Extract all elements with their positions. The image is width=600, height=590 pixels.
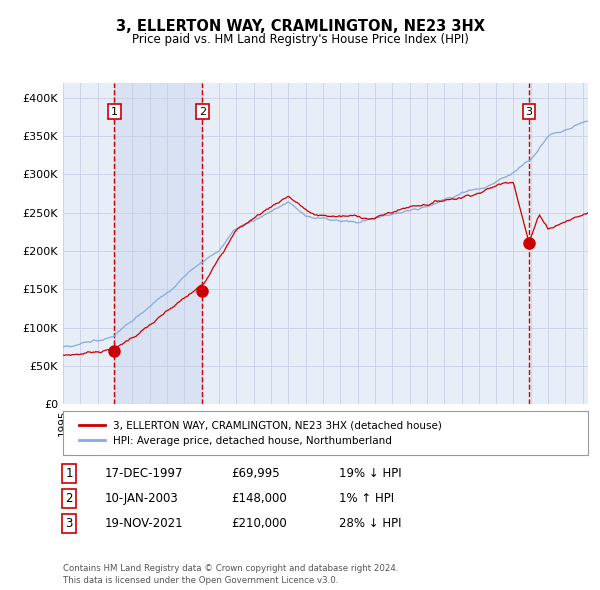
Bar: [114, 83, 202, 404]
Text: 2: 2: [65, 492, 73, 505]
Legend: 3, ELLERTON WAY, CRAMLINGTON, NE23 3HX (detached house), HPI: Average price, det: 3, ELLERTON WAY, CRAMLINGTON, NE23 3HX (…: [73, 415, 447, 451]
Text: £210,000: £210,000: [231, 517, 287, 530]
Text: 3, ELLERTON WAY, CRAMLINGTON, NE23 3HX: 3, ELLERTON WAY, CRAMLINGTON, NE23 3HX: [115, 19, 485, 34]
Text: 2: 2: [199, 107, 206, 117]
Text: 1: 1: [65, 467, 73, 480]
Text: 19-NOV-2021: 19-NOV-2021: [105, 517, 184, 530]
Text: Price paid vs. HM Land Registry's House Price Index (HPI): Price paid vs. HM Land Registry's House …: [131, 33, 469, 46]
Text: 10-JAN-2003: 10-JAN-2003: [105, 492, 179, 505]
Text: 19% ↓ HPI: 19% ↓ HPI: [339, 467, 401, 480]
Text: 1: 1: [111, 107, 118, 117]
Text: 1% ↑ HPI: 1% ↑ HPI: [339, 492, 394, 505]
Text: 17-DEC-1997: 17-DEC-1997: [105, 467, 184, 480]
Text: Contains HM Land Registry data © Crown copyright and database right 2024.
This d: Contains HM Land Registry data © Crown c…: [63, 565, 398, 585]
Text: 28% ↓ HPI: 28% ↓ HPI: [339, 517, 401, 530]
Text: 3: 3: [526, 107, 532, 117]
Text: 3: 3: [65, 517, 73, 530]
Text: £69,995: £69,995: [231, 467, 280, 480]
Text: £148,000: £148,000: [231, 492, 287, 505]
